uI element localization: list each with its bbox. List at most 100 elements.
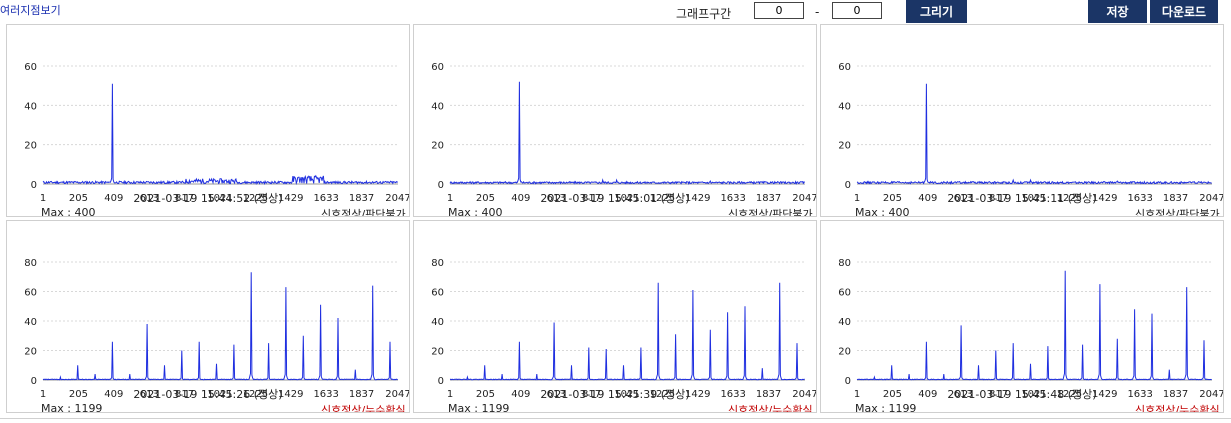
chart-panel: 0 20 40 60 80 1 205 409 613 817 1021 1225 1429 1633 18…: [6, 220, 410, 413]
save-button[interactable]: 저장: [1088, 0, 1147, 23]
x-tick-label: 1225: [650, 389, 675, 400]
max-value-label: Max : 400: [855, 206, 910, 217]
x-tick-label: 2047: [792, 193, 817, 204]
spectrum-chart: 0 20 40 60 1 205 409 613 817 1021 1225 1429 1633 1837…: [838, 62, 1224, 204]
y-tick-label: 40: [838, 101, 851, 112]
x-tick-label: 613: [140, 389, 159, 400]
status-label: 신호정상/판단불가: [321, 208, 406, 217]
y-tick-label: 20: [24, 347, 37, 358]
x-tick-label: 1225: [650, 193, 675, 204]
x-tick-label: 817: [989, 193, 1008, 204]
x-tick-label: 205: [476, 193, 495, 204]
range-to-input[interactable]: [832, 2, 882, 19]
x-tick-label: 1429: [1092, 193, 1117, 204]
x-tick-label: 613: [547, 193, 566, 204]
x-tick-label: 1633: [1127, 193, 1152, 204]
download-button[interactable]: 다운로드: [1150, 0, 1218, 23]
y-tick-label: 0: [438, 180, 444, 191]
spectrum-chart: 0 20 40 60 80 1 205 409 613 817 1021 1225 1429 1633 18…: [431, 258, 817, 400]
x-tick-label: 1837: [1163, 389, 1188, 400]
x-tick-label: 1429: [278, 193, 303, 204]
chart-timestamp: 2021-03-19 15:45:26 (정상): [133, 388, 283, 401]
x-tick-label: 613: [140, 193, 159, 204]
x-tick-label: 1225: [243, 389, 268, 400]
chart-panel: 0 20 40 60 80 1 205 409 613 817 1021 1225 1429 1633 18…: [413, 220, 817, 413]
chart-panel: 0 20 40 60 80 1 205 409 613 817 1021 1225 1429 1633 18…: [820, 220, 1224, 413]
x-tick-label: 2047: [1199, 193, 1224, 204]
x-tick-label: 817: [175, 193, 194, 204]
y-tick-label: 60: [838, 62, 851, 73]
x-tick-label: 409: [511, 389, 530, 400]
max-value-label: Max : 1199: [41, 402, 103, 413]
x-tick-label: 1429: [685, 193, 710, 204]
status-label: 신호정상/판단불가: [728, 208, 813, 217]
page-title: 여러지점보기: [0, 4, 61, 17]
spectrum-series: [449, 81, 806, 185]
x-tick-label: 1429: [1092, 389, 1117, 400]
spectrum-chart: 0 20 40 60 80 1 205 409 613 817 1021 1225 1429 1633 18…: [838, 258, 1224, 400]
y-tick-label: 40: [24, 101, 37, 112]
x-tick-label: 1: [40, 389, 46, 400]
x-tick-label: 613: [954, 389, 973, 400]
spectrum-series: [449, 282, 805, 381]
y-tick-label: 0: [438, 376, 444, 387]
y-tick-label: 40: [24, 317, 37, 328]
x-tick-label: 1: [854, 389, 860, 400]
x-tick-label: 613: [954, 193, 973, 204]
x-tick-label: 1225: [243, 193, 268, 204]
range-from-input[interactable]: [754, 2, 804, 19]
x-tick-label: 613: [547, 389, 566, 400]
x-tick-label: 205: [476, 389, 495, 400]
x-tick-label: 1225: [1057, 389, 1082, 400]
x-tick-label: 409: [104, 389, 123, 400]
bottom-divider: [0, 418, 1231, 419]
y-tick-label: 80: [838, 258, 851, 269]
y-tick-label: 60: [24, 288, 37, 299]
x-tick-label: 1633: [720, 193, 745, 204]
y-tick-label: 20: [838, 347, 851, 358]
x-tick-label: 1837: [756, 389, 781, 400]
x-tick-label: 1429: [278, 389, 303, 400]
x-tick-label: 1021: [207, 193, 232, 204]
x-tick-label: 2047: [385, 389, 410, 400]
y-tick-label: 60: [431, 62, 444, 73]
x-tick-label: 1021: [1021, 193, 1046, 204]
max-value-label: Max : 1199: [448, 402, 510, 413]
x-tick-label: 1837: [756, 193, 781, 204]
chart-timestamp: 2021-03-19 15:45:39 (정상): [540, 388, 690, 401]
y-tick-label: 60: [431, 288, 444, 299]
draw-button[interactable]: 그리기: [906, 0, 967, 23]
y-tick-label: 60: [838, 288, 851, 299]
x-tick-label: 2047: [1199, 389, 1224, 400]
x-tick-label: 1: [40, 193, 46, 204]
x-tick-label: 1837: [349, 389, 374, 400]
chart-timestamp: 2021-03-19 15:45:48 (정상): [947, 388, 1097, 401]
x-tick-label: 1: [447, 193, 453, 204]
chart-timestamp: 2021-03-19 15:45:01 (정상): [540, 192, 690, 205]
y-tick-label: 40: [431, 101, 444, 112]
x-tick-label: 1: [854, 193, 860, 204]
y-tick-label: 40: [431, 317, 444, 328]
x-tick-label: 205: [883, 193, 902, 204]
x-tick-label: 1021: [1021, 389, 1046, 400]
range-label: 그래프구간: [676, 7, 732, 21]
y-tick-label: 0: [31, 180, 37, 191]
x-tick-label: 205: [69, 389, 88, 400]
status-label: 신호정상/누수확실: [1135, 404, 1220, 413]
y-tick-label: 20: [24, 141, 37, 152]
x-tick-label: 817: [989, 389, 1008, 400]
y-tick-label: 0: [31, 376, 37, 387]
spectrum-series: [856, 83, 1212, 185]
chart-panel: 0 20 40 60 1 205 409 613 817 1021 1225 1429 1633 1837…: [820, 24, 1224, 217]
x-tick-label: 409: [104, 193, 123, 204]
x-tick-label: 2047: [792, 389, 817, 400]
chart-panel: 0 20 40 60 1 205 409 613 817 1021 1225 1429 1633 1837…: [413, 24, 817, 217]
x-tick-label: 409: [511, 193, 530, 204]
x-tick-label: 1837: [1163, 193, 1188, 204]
x-tick-label: 817: [582, 389, 601, 400]
spectrum-chart: 0 20 40 60 1 205 409 613 817 1021 1225 1429 1633 1837…: [24, 62, 410, 204]
x-tick-label: 409: [918, 193, 937, 204]
x-tick-label: 817: [582, 193, 601, 204]
status-label: 신호정상/누수확실: [728, 404, 813, 413]
x-tick-label: 2047: [385, 193, 410, 204]
